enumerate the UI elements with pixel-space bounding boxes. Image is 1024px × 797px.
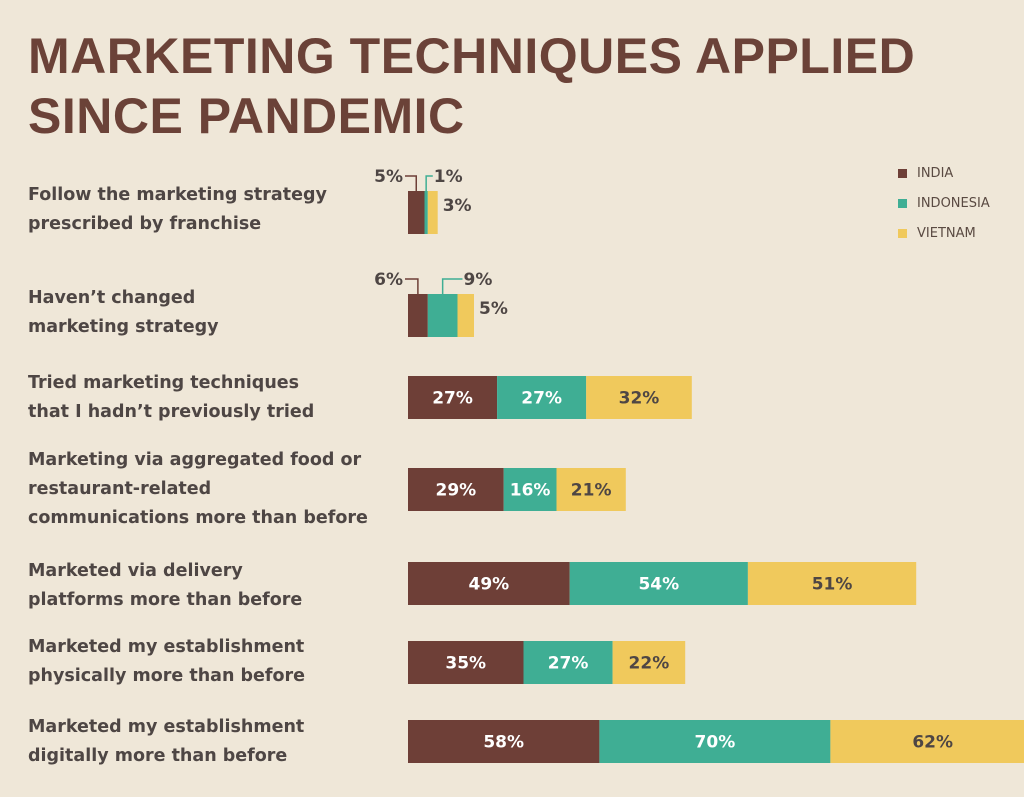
bar-indonesia [503,468,557,511]
category-label: Haven’t changed marketing strategy [28,284,219,342]
data-label-vietnam: 5% [479,299,508,319]
data-label-indonesia: 9% [464,270,493,290]
data-label-vietnam: 32% [619,389,660,409]
data-label-indonesia: 70% [695,733,736,753]
data-label-india: 35% [445,654,486,674]
data-label-indonesia: 1% [434,167,463,187]
category-label: Follow the marketing strategy prescribed … [28,181,327,239]
data-label-india: 29% [435,481,476,501]
legend-label-indonesia: INDONESIA [917,195,990,211]
bar-india [408,376,498,419]
legend-swatch-indonesia [898,198,907,208]
bar-vietnam [556,468,626,511]
callout-line-indonesia [441,278,463,294]
category-label: Marketed my establishment physically more… [28,633,305,691]
data-label-india: 6% [374,270,403,290]
category-label: Marketed via delivery platforms more than… [28,557,302,615]
legend-item-indonesia: INDONESIA [898,188,990,218]
data-label-india: 5% [374,167,403,187]
category-label-line: digitally more than before [28,746,288,766]
data-label-india: 58% [483,733,524,753]
bar-indonesia [427,294,458,337]
data-label-vietnam: 3% [443,196,472,216]
callout-line-india [405,175,417,191]
legend-label-vietnam: VIETNAM [917,225,976,241]
data-label-vietnam: 62% [912,733,953,753]
legend: INDIA INDONESIA VIETNAM [898,158,990,248]
data-label-vietnam: 51% [812,575,853,595]
chart-title-line-2: SINCE PANDEMIC [28,88,465,144]
legend-item-vietnam: VIETNAM [898,218,990,248]
category-label-line: Marketed my establishment [28,717,305,737]
bar-india [408,562,570,605]
category-label-line: marketing strategy [28,317,219,337]
bar-india [408,468,504,511]
data-label-vietnam: 21% [571,481,612,501]
category-label-line: Marketed via delivery [28,561,243,581]
data-label-india: 27% [432,389,473,409]
data-label-indonesia: 27% [521,389,562,409]
bar-indonesia [523,641,613,684]
bar-indonesia [599,720,831,763]
bar-india [408,294,428,337]
bar-vietnam [427,191,438,234]
data-label-indonesia: 54% [638,575,679,595]
legend-swatch-vietnam [898,228,907,238]
data-label-india: 49% [468,575,509,595]
category-label-line: that I hadn’t previously tried [28,402,315,422]
legend-label-india: INDIA [917,165,954,181]
category-label-line: Follow the marketing strategy [28,185,327,205]
category-label-line: Marketed my establishment [28,637,305,657]
bar-indonesia [569,562,748,605]
data-label-indonesia: 27% [548,654,589,674]
category-label: Tried marketing techniques that I hadn’t … [28,369,314,427]
category-label-line: prescribed by franchise [28,214,262,234]
callout-line-indonesia [425,175,433,191]
category-label-line: restaurant-related [28,479,212,499]
bar-india [408,641,524,684]
category-label-line: physically more than before [28,666,306,686]
category-label-line: Marketing via aggregated food or [28,450,362,470]
callout-line-india [405,278,419,294]
chart-title-line-1: MARKETING TECHNIQUES APPLIED [28,28,916,84]
data-label-vietnam: 22% [629,654,670,674]
chart-title: MARKETING TECHNIQUES APPLIED SINCE PANDE… [28,26,915,146]
bar-india [408,191,425,234]
category-label: Marketing via aggregated food or restaura… [28,446,368,533]
category-label: Marketed my establishment digitally more … [28,713,304,771]
data-label-indonesia: 16% [510,481,551,501]
bar-vietnam [457,294,474,337]
bar-vietnam [586,376,692,419]
bar-vietnam [830,720,1024,763]
category-label-line: platforms more than before [28,590,303,610]
category-label-line: communications more than before [28,508,368,528]
category-label-line: Tried marketing techniques [28,373,300,393]
bar-indonesia [497,376,587,419]
bar-vietnam [747,562,917,605]
bar-indonesia [424,191,428,234]
category-label-line: Haven’t changed [28,288,196,308]
bar-india [408,720,600,763]
legend-swatch-india [898,168,907,178]
legend-item-india: INDIA [898,158,990,188]
bar-vietnam [612,641,686,684]
